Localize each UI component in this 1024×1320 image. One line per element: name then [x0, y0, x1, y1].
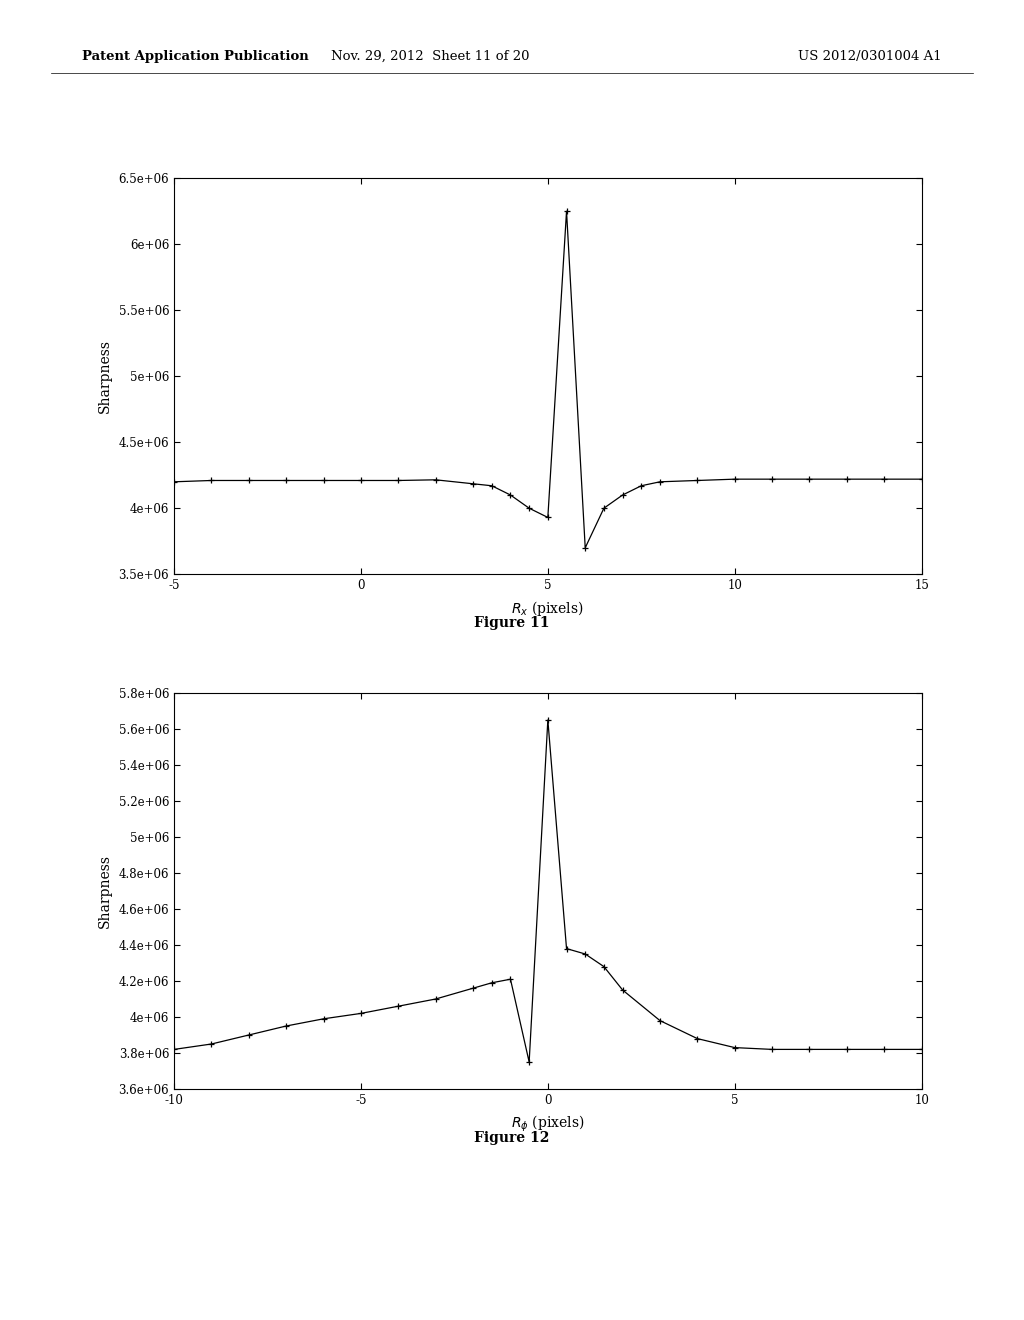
Y-axis label: Sharpness: Sharpness [97, 854, 112, 928]
Y-axis label: Sharpness: Sharpness [97, 339, 112, 413]
Text: Figure 11: Figure 11 [474, 616, 550, 631]
X-axis label: $R_x$ (pixels): $R_x$ (pixels) [511, 599, 585, 618]
Text: Figure 12: Figure 12 [474, 1131, 550, 1146]
X-axis label: $R_\phi$ (pixels): $R_\phi$ (pixels) [511, 1114, 585, 1134]
Text: Patent Application Publication: Patent Application Publication [82, 50, 308, 63]
Text: Nov. 29, 2012  Sheet 11 of 20: Nov. 29, 2012 Sheet 11 of 20 [331, 50, 529, 63]
Text: US 2012/0301004 A1: US 2012/0301004 A1 [799, 50, 942, 63]
